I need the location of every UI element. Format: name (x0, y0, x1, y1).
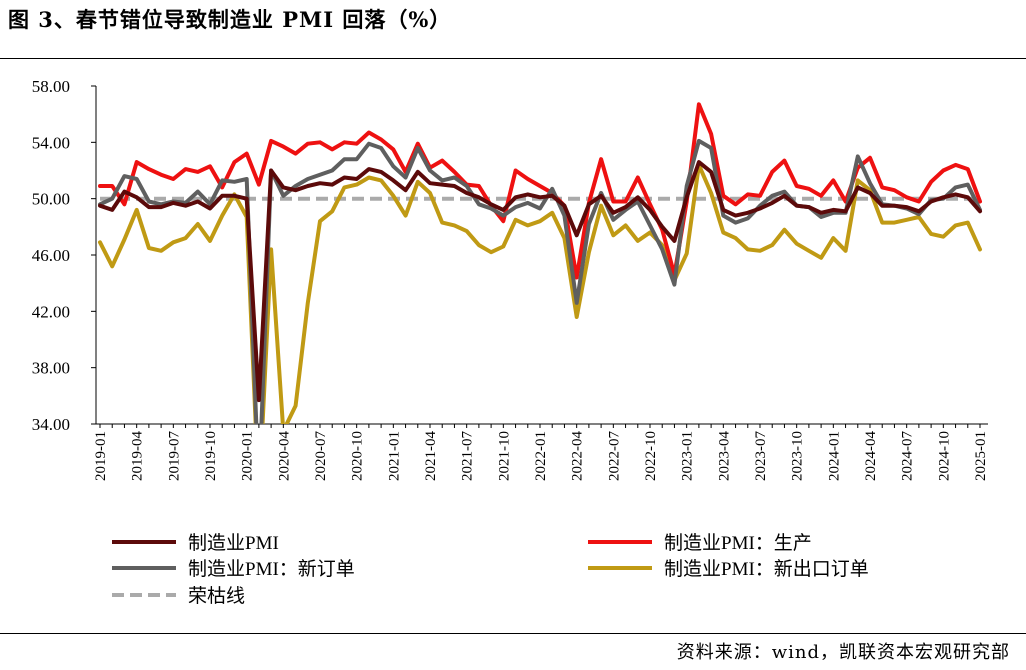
chart-title: 图 3、春节错位导致制造业 PMI 回落（%） (8, 7, 452, 32)
x-tick-label: 2019-01 (93, 431, 109, 481)
source-note: 资料来源：wind，凯联资本宏观研究部 (676, 642, 1010, 663)
y-axis: 58.00 54.00 50.00 46.00 42.00 38.00 34.00 (32, 77, 97, 434)
legend-label-1: 制造业PMI：生产 (664, 532, 812, 554)
y-tick-label: 34.00 (32, 415, 70, 434)
x-tick-label: 2019-07 (166, 431, 182, 481)
legend-label-4: 荣枯线 (188, 585, 245, 607)
x-tick-label: 2022-01 (533, 431, 549, 481)
y-tick-label: 50.00 (32, 190, 70, 209)
x-tick-label: 2024-04 (863, 431, 879, 481)
x-tick-label: 2020-07 (313, 431, 329, 481)
title-divider (0, 58, 1026, 59)
x-tick-label: 2024-10 (936, 431, 952, 481)
y-tick-label: 54.00 (32, 133, 70, 152)
x-tick-label: 2023-07 (753, 431, 769, 481)
x-tick-label: 2022-10 (643, 431, 659, 481)
legend-label-0: 制造业PMI (188, 532, 279, 554)
x-tick-label: 2022-04 (570, 431, 586, 481)
x-tick-label: 2021-10 (496, 431, 512, 481)
y-tick-label: 58.00 (32, 77, 70, 96)
series-line-2 (98, 138, 982, 424)
x-tick-label: 2021-01 (386, 431, 402, 481)
x-tick-label: 2019-10 (203, 431, 219, 481)
x-tick-label: 2021-04 (423, 431, 439, 481)
x-tick-label: 2023-04 (716, 431, 732, 481)
x-tick-label: 2020-10 (350, 431, 366, 481)
x-axis: 2019-01 2019-04 2019-07 2019-10 2020-01 2020-… (93, 423, 989, 481)
x-tick-label: 2025-01 (973, 431, 989, 481)
y-tick-label: 42.00 (32, 302, 70, 321)
y-tick-label: 38.00 (32, 359, 70, 378)
x-tick-label: 2023-01 (680, 431, 696, 481)
x-tick-label: 2023-10 (790, 431, 806, 481)
x-tick-label: 2019-04 (130, 431, 146, 481)
x-tick-label: 2024-07 (900, 431, 916, 481)
y-tick-label: 46.00 (32, 246, 70, 265)
footer-divider (0, 633, 1026, 634)
series-line-0 (98, 160, 982, 403)
x-tick-label: 2021-07 (460, 431, 476, 481)
series-layer (98, 102, 982, 424)
x-tick-label: 2024-01 (826, 431, 842, 481)
series-line-1 (98, 102, 982, 280)
x-tick-label: 2020-01 (240, 431, 256, 481)
legend-label-2: 制造业PMI：新订单 (188, 558, 355, 580)
x-tick-label: 2020-04 (276, 431, 292, 481)
legend-label-3: 制造业PMI：新出口订单 (664, 558, 869, 580)
x-tick-label: 2022-07 (606, 431, 622, 481)
